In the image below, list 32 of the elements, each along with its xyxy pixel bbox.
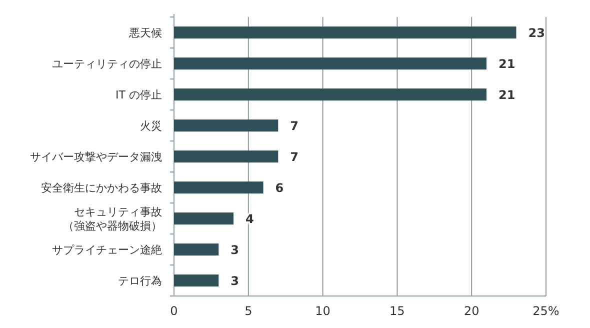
- x-tick-label: 0: [170, 304, 178, 318]
- y-tick-label: ユーティリティの停止: [52, 58, 162, 70]
- bar: [174, 150, 278, 162]
- data-label: 21: [498, 88, 516, 102]
- data-label: 23: [528, 26, 545, 40]
- data-label: 6: [275, 181, 284, 195]
- y-tick-label: 悪天候: [128, 26, 162, 40]
- bar: [174, 182, 264, 194]
- y-tick-label: 安全衛生にかかわる事故: [41, 182, 162, 194]
- bar: [174, 26, 516, 38]
- y-tick-label: テロ行為: [118, 274, 162, 288]
- x-tick-label: 25%: [532, 304, 560, 318]
- y-tick-label: サイバー攻撃やデータ漏洩: [30, 150, 162, 164]
- y-tick-label: IT の停止: [116, 88, 162, 102]
- y-tick-label: セキュリティ事故（強盗や器物破損）: [63, 206, 162, 232]
- bar: [174, 120, 278, 132]
- x-tick-label: 5: [244, 304, 252, 318]
- bar: [174, 58, 486, 70]
- data-label: 3: [230, 243, 239, 257]
- y-tick-label: 火災: [140, 120, 162, 132]
- bar: [174, 244, 219, 256]
- bar: [174, 88, 486, 100]
- data-label: 7: [290, 119, 299, 133]
- data-label: 7: [290, 150, 299, 164]
- data-label: 21: [498, 57, 516, 71]
- x-tick-label: 15: [390, 304, 405, 318]
- bar: [174, 212, 234, 224]
- x-tick-label: 10: [315, 304, 330, 318]
- data-label: 3: [230, 274, 239, 288]
- x-tick-label: 20: [464, 304, 480, 318]
- bar: [174, 274, 219, 286]
- y-tick-label: サプライチェーン途絶: [52, 244, 162, 256]
